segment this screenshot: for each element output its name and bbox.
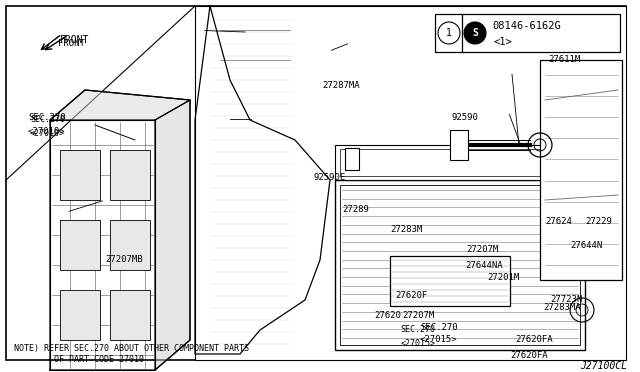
Bar xyxy=(335,145,585,180)
Text: FRONT: FRONT xyxy=(60,35,90,45)
Text: 27644NA: 27644NA xyxy=(465,260,502,269)
Bar xyxy=(390,256,510,306)
Text: 27644N: 27644N xyxy=(570,241,602,250)
Text: J27100CL: J27100CL xyxy=(580,361,627,371)
Text: 1: 1 xyxy=(446,28,452,38)
Text: <27010>: <27010> xyxy=(30,128,65,138)
Text: SEC.270: SEC.270 xyxy=(28,113,66,122)
Text: 27620FA: 27620FA xyxy=(515,336,552,344)
Text: 27723N: 27723N xyxy=(550,295,582,305)
Text: 27207MB: 27207MB xyxy=(105,256,143,264)
Text: 27229: 27229 xyxy=(585,218,612,227)
Bar xyxy=(340,185,580,345)
Text: 27207M: 27207M xyxy=(402,311,434,320)
Text: 27283M: 27283M xyxy=(390,225,422,234)
Text: <27015>: <27015> xyxy=(420,336,458,344)
Text: SEC.270: SEC.270 xyxy=(420,323,458,331)
Text: 27620: 27620 xyxy=(374,311,401,321)
Bar xyxy=(110,220,150,270)
Text: 27620FA: 27620FA xyxy=(510,350,548,359)
Polygon shape xyxy=(50,90,190,120)
Bar xyxy=(340,149,580,176)
Text: <27015>: <27015> xyxy=(401,339,435,347)
Bar xyxy=(450,130,468,160)
Text: 92590E: 92590E xyxy=(313,173,345,183)
Bar xyxy=(60,220,100,270)
Text: 27207M: 27207M xyxy=(466,246,499,254)
Text: FRONT: FRONT xyxy=(58,39,85,48)
Bar xyxy=(540,60,622,280)
Text: SEC.270: SEC.270 xyxy=(30,115,65,125)
Bar xyxy=(345,148,359,170)
Text: NOTE) REFER SEC.270 ABOUT OTHER COMPONENT PARTS: NOTE) REFER SEC.270 ABOUT OTHER COMPONEN… xyxy=(14,343,249,353)
Bar xyxy=(195,6,626,360)
Bar xyxy=(435,14,620,52)
Text: SEC.270: SEC.270 xyxy=(401,326,435,334)
Bar xyxy=(110,290,150,340)
Text: 27287MA: 27287MA xyxy=(322,81,360,90)
Text: 27283MA: 27283MA xyxy=(543,304,580,312)
Bar xyxy=(60,150,100,200)
Bar xyxy=(335,180,585,350)
Text: 92590: 92590 xyxy=(452,113,479,122)
Text: OF PART CODE 27010: OF PART CODE 27010 xyxy=(14,356,144,365)
Polygon shape xyxy=(155,100,190,370)
Text: S: S xyxy=(472,28,478,38)
Text: 08146-6162G: 08146-6162G xyxy=(492,21,561,31)
Text: 27624: 27624 xyxy=(545,218,572,227)
Bar xyxy=(110,150,150,200)
Text: <1>: <1> xyxy=(494,37,513,47)
Text: 27620F: 27620F xyxy=(395,291,428,299)
Text: <27010>: <27010> xyxy=(28,128,66,137)
Bar xyxy=(60,290,100,340)
Text: 27289: 27289 xyxy=(342,205,369,215)
Circle shape xyxy=(464,22,486,44)
Text: 27611M: 27611M xyxy=(548,55,580,64)
Text: 27201M: 27201M xyxy=(487,273,519,282)
